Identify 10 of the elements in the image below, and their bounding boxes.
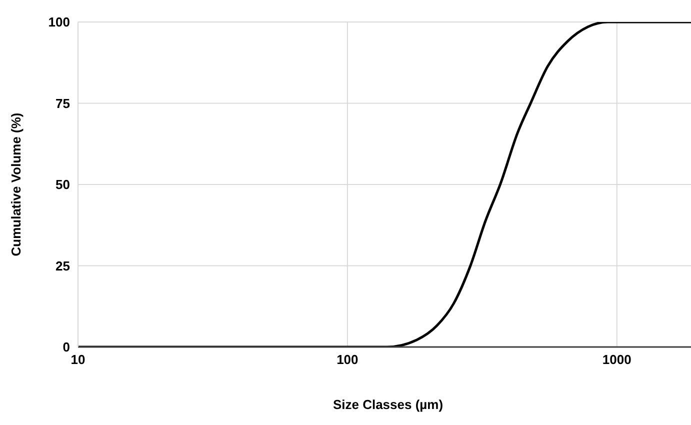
y-tick-label: 100 [48, 14, 70, 30]
y-tick-label: 25 [56, 258, 70, 274]
y-tick-label: 50 [56, 177, 70, 192]
y-tick-label: 75 [56, 96, 70, 111]
y-tick-label: 0 [62, 340, 70, 355]
x-tick-label: 1000 [602, 352, 632, 368]
x-tick-label: 100 [336, 352, 358, 368]
x-axis-title: Size Classes (µm) [332, 397, 444, 412]
y-axis-title: Cumulative Volume (%) [8, 112, 24, 256]
x-tick-label: 10 [70, 352, 86, 368]
